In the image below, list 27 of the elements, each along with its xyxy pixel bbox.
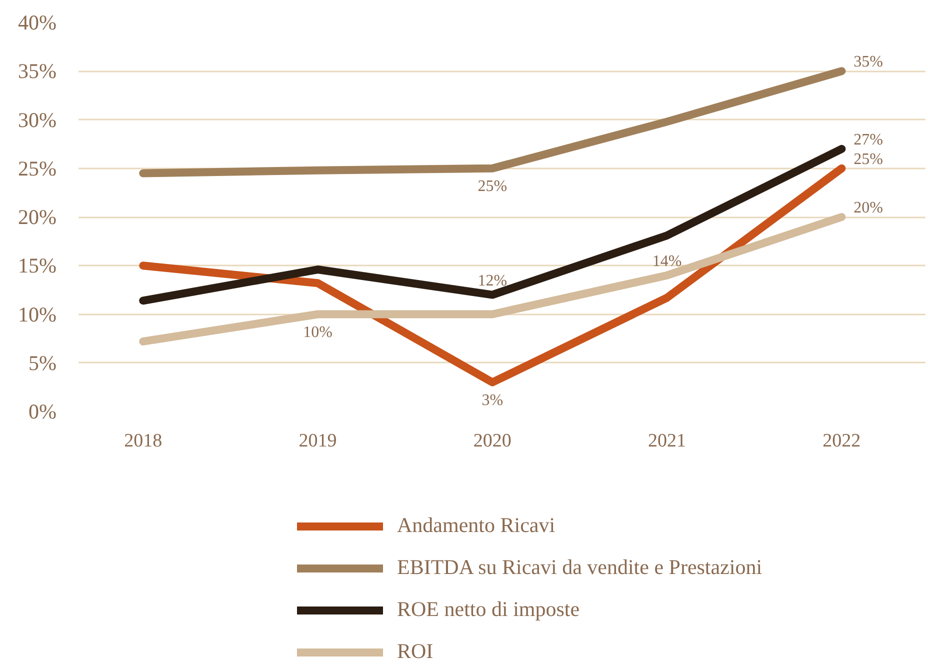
data-label: 12%: [478, 272, 508, 290]
data-label: 25%: [478, 178, 508, 195]
y-tick-label: 25%: [18, 156, 57, 180]
legend-label: ROE netto di imposte: [397, 597, 580, 622]
y-tick-label: 0%: [28, 400, 57, 424]
x-tick-label: 2019: [298, 430, 337, 452]
x-tick-label: 2018: [124, 430, 162, 452]
y-tick-label: 10%: [18, 302, 57, 326]
x-tick-label: 2021: [648, 430, 686, 452]
legend-label: EBITDA su Ricavi da vendite e Prestazioni: [397, 555, 762, 580]
data-label: 35%: [854, 54, 883, 71]
y-tick-label: 40%: [18, 10, 57, 34]
data-label: 3%: [482, 392, 504, 409]
x-tick-label: 2022: [822, 430, 861, 452]
legend-label: Andamento Ricavi: [397, 513, 556, 538]
y-tick-label: 20%: [18, 205, 57, 229]
y-tick-label: 30%: [18, 108, 57, 132]
data-label: 25%: [854, 150, 883, 168]
y-tick-label: 35%: [18, 59, 57, 84]
data-label: 14%: [652, 252, 682, 270]
x-tick-label: 2020: [473, 430, 512, 452]
y-tick-label: 15%: [18, 254, 57, 278]
y-tick-label: 5%: [28, 350, 57, 375]
data-label: 20%: [854, 200, 883, 216]
data-label: 10%: [303, 324, 332, 341]
legend-label: ROI: [397, 639, 434, 664]
data-label: 27%: [854, 131, 883, 148]
